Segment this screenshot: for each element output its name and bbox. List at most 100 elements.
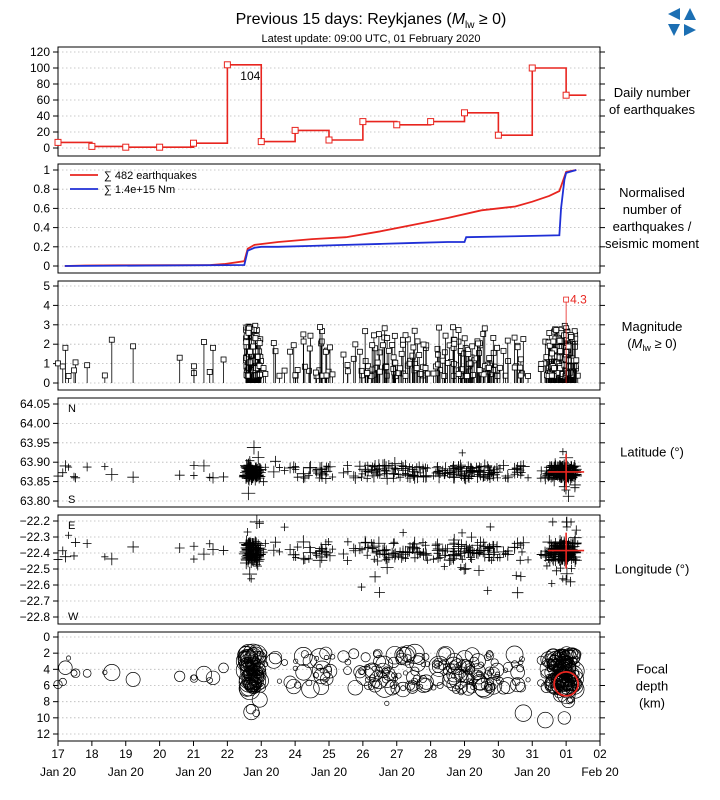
magnitude-marker xyxy=(191,363,197,370)
longitude-marker xyxy=(373,556,383,566)
longitude-marker xyxy=(468,555,476,563)
depth-marker xyxy=(446,677,461,692)
side-label-part: ≥ 0) xyxy=(651,336,677,351)
longitude-marker xyxy=(127,541,139,553)
longitude-marker xyxy=(101,553,109,561)
magnitude-marker xyxy=(402,372,409,379)
magnitude-marker xyxy=(381,325,388,332)
latitude-marker xyxy=(360,466,371,476)
longitude-marker xyxy=(252,537,261,546)
depth-marker xyxy=(462,683,475,696)
depth-marker xyxy=(476,670,484,678)
depth-marker xyxy=(470,684,476,690)
latitude-marker xyxy=(304,462,316,474)
magnitude-marker xyxy=(130,343,137,350)
depth-marker xyxy=(464,647,480,663)
y-tick-label: 63.80 xyxy=(20,494,50,508)
magnitude-marker xyxy=(565,343,572,350)
x-tick-label: 17 xyxy=(51,747,65,761)
latitude-marker xyxy=(501,469,515,483)
latitude-marker xyxy=(65,463,73,471)
depth-marker xyxy=(421,653,430,661)
longitude-marker xyxy=(190,555,198,563)
longitude-marker xyxy=(65,531,73,539)
x-tick-label: 23 xyxy=(255,747,269,761)
latitude-marker xyxy=(559,448,567,456)
depth-marker xyxy=(525,677,531,683)
longitude-marker xyxy=(399,528,407,537)
depth-marker xyxy=(518,659,524,665)
magnitude-marker xyxy=(537,366,544,372)
magnitude-marker xyxy=(435,361,441,368)
daily-count-point xyxy=(359,118,367,126)
y-tick-label: −22.3 xyxy=(20,530,51,544)
longitude-marker xyxy=(563,545,572,554)
depth-marker xyxy=(537,679,545,687)
depth-marker xyxy=(255,679,264,688)
latitude-marker xyxy=(517,471,525,479)
longitude-marker xyxy=(380,561,394,575)
latitude-marker xyxy=(401,469,415,483)
latitude-marker xyxy=(190,471,198,480)
magnitude-marker xyxy=(430,370,437,377)
depth-marker xyxy=(373,650,381,658)
depth-marker xyxy=(455,661,462,668)
latitude-marker xyxy=(375,471,384,479)
magnitude-marker xyxy=(441,373,448,379)
longitude-marker xyxy=(247,574,256,583)
depth-marker xyxy=(561,647,580,667)
magnitude-marker xyxy=(384,335,391,341)
magnitude-marker xyxy=(563,349,570,355)
depth-marker xyxy=(442,666,453,676)
latitude-marker xyxy=(373,469,383,479)
latitude-marker xyxy=(197,459,211,473)
depth-marker xyxy=(376,670,384,678)
longitude-marker xyxy=(550,553,558,561)
magnitude-marker xyxy=(455,371,462,377)
longitude-marker xyxy=(488,540,497,549)
y-tick-label: 2 xyxy=(43,646,50,660)
latitude-marker xyxy=(312,467,320,475)
longitude-marker xyxy=(524,556,532,564)
longitude-marker xyxy=(252,546,260,554)
magnitude-marker xyxy=(272,348,279,355)
latitude-marker xyxy=(105,468,119,481)
x-tick-label: 28 xyxy=(424,747,438,761)
x-tick-label: 31 xyxy=(526,747,540,761)
depth-marker xyxy=(413,652,426,665)
y-tick-label: 0.4 xyxy=(33,221,50,235)
depth-marker xyxy=(484,683,493,692)
depth-marker xyxy=(557,685,576,704)
magnitude-marker xyxy=(549,350,555,357)
side-label: Latitude (°) xyxy=(620,445,684,460)
latitude-marker xyxy=(567,473,575,481)
longitude-marker xyxy=(510,543,519,552)
longitude-marker xyxy=(358,535,373,550)
depth-marker xyxy=(243,703,260,721)
latitude-marker xyxy=(343,467,352,476)
latitude-marker xyxy=(287,461,300,474)
latitude-marker xyxy=(349,471,362,484)
depth-marker xyxy=(348,648,360,660)
panel-2: 0 0.2 0.4 0.6 0.8 1 Normalised number of earthqu… xyxy=(33,163,699,274)
depth-marker xyxy=(313,679,330,695)
magnitude-marker xyxy=(375,331,382,338)
depth-marker xyxy=(373,655,386,668)
magnitude-marker xyxy=(71,367,77,374)
longitude-marker xyxy=(360,537,371,547)
daily-count-point xyxy=(461,109,468,117)
magnitude-marker xyxy=(436,324,443,331)
x-tick-month: Jan 20 xyxy=(514,765,550,779)
magnitude-marker xyxy=(358,367,365,374)
magnitude-marker xyxy=(451,340,458,347)
side-label-part: lw xyxy=(642,343,651,353)
x-tick-label: 21 xyxy=(187,747,201,761)
depth-marker xyxy=(385,646,404,665)
longitude-marker xyxy=(562,549,575,562)
longitude-marker xyxy=(374,587,385,598)
latitude-marker xyxy=(358,462,373,477)
depth-marker xyxy=(292,665,299,672)
depth-marker xyxy=(503,661,514,672)
side-label: Magnitude xyxy=(622,319,683,334)
magnitude-marker xyxy=(300,331,307,338)
